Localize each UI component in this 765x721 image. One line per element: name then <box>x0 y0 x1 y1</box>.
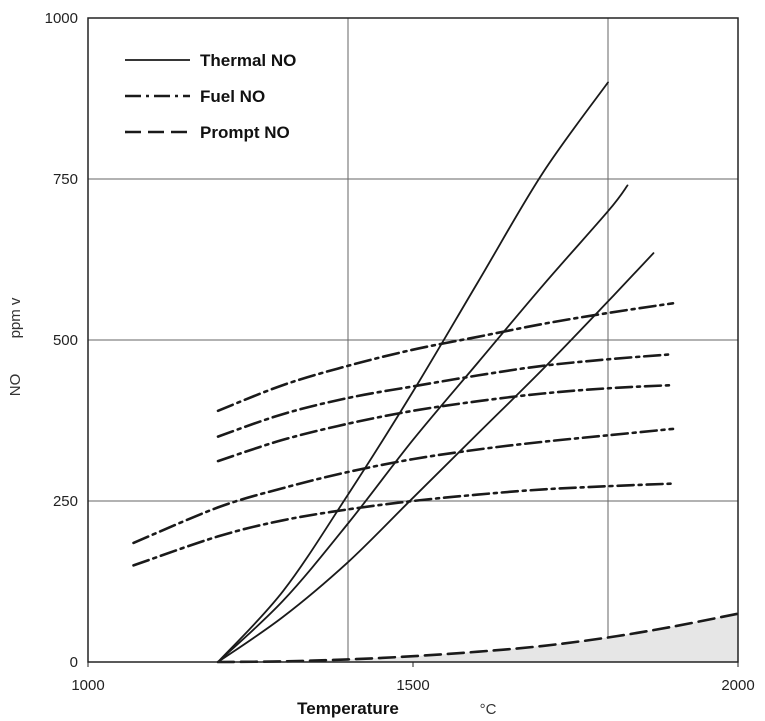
legend-label-fuel-no: Fuel NO <box>200 87 265 106</box>
legend: Thermal NO Fuel NO Prompt NO <box>125 51 296 142</box>
thermal-no-curve-1 <box>217 81 609 663</box>
fuel-no-curve-8 <box>132 482 675 567</box>
y-tick-label: 250 <box>53 493 78 510</box>
thermal-no-curve-2 <box>217 184 629 663</box>
y-axis-label: NO <box>7 374 24 397</box>
y-tick-label: 1000 <box>45 10 78 27</box>
legend-label-thermal-no: Thermal NO <box>200 51 296 70</box>
y-tick-label: 500 <box>53 332 78 349</box>
x-axis-label: Temperature <box>297 699 399 718</box>
x-tick-label: 1500 <box>396 677 429 694</box>
y-axis-unit: ppm v <box>7 297 24 338</box>
prompt-no-area <box>218 613 738 662</box>
x-tick-label: 1000 <box>71 677 104 694</box>
fuel-no-curve-7 <box>132 427 675 545</box>
series-layer <box>132 81 740 664</box>
fuel-no-curve-4 <box>216 302 675 413</box>
grid <box>88 18 738 662</box>
legend-label-prompt-no: Prompt NO <box>200 123 290 142</box>
prompt-no-curve-9 <box>216 612 740 664</box>
x-tick-label: 2000 <box>721 677 754 694</box>
fuel-no-curve-6 <box>216 383 675 463</box>
x-axis-unit: °C <box>480 701 497 718</box>
y-tick-label: 750 <box>53 171 78 188</box>
tick-labels: 0 250 500 750 1000 1000 1500 2000 <box>45 10 755 694</box>
prompt-no-fill <box>218 613 738 662</box>
thermal-no-curve-3 <box>217 252 655 663</box>
fuel-no-curve-5 <box>216 352 675 438</box>
y-tick-label: 0 <box>70 654 78 671</box>
